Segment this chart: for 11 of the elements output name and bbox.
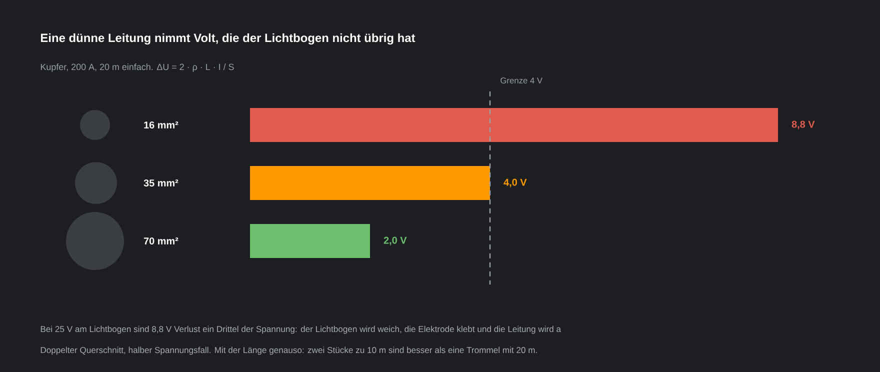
data-label: 2,0 V (384, 236, 407, 246)
ref-line-label: Grenze 4 V (500, 78, 542, 84)
text: Doppelter Querschnitt, halber Spannungsfall. Mit der Länge genauso: zwei Stücke zu 10 m sind besser als eine Trommel mit 20 m. (40, 346, 537, 355)
data-label: 4,0 V (504, 178, 527, 188)
y-tick-label: 70 mm² (144, 237, 178, 245)
text: Bei 25 V am Lichtbogen sind 8,8 V Verlust ein Drittel der Spannung: der Lichtbogen wird weich, die Elektrode klebt und die Leitung wird a (40, 326, 562, 334)
y-tick-label: 16 mm² (144, 121, 178, 129)
data-label: 8,8 V (792, 120, 815, 130)
text: Kupfer, 200 A, 20 m einfach. ΔU = 2 · ρ · L · I / S (40, 64, 234, 72)
y-tick-label: 35 mm² (144, 179, 178, 187)
chart-title: Eine dünne Leitung nimmt Volt, die der Lichtbogen nicht übrig hat (41, 33, 416, 45)
